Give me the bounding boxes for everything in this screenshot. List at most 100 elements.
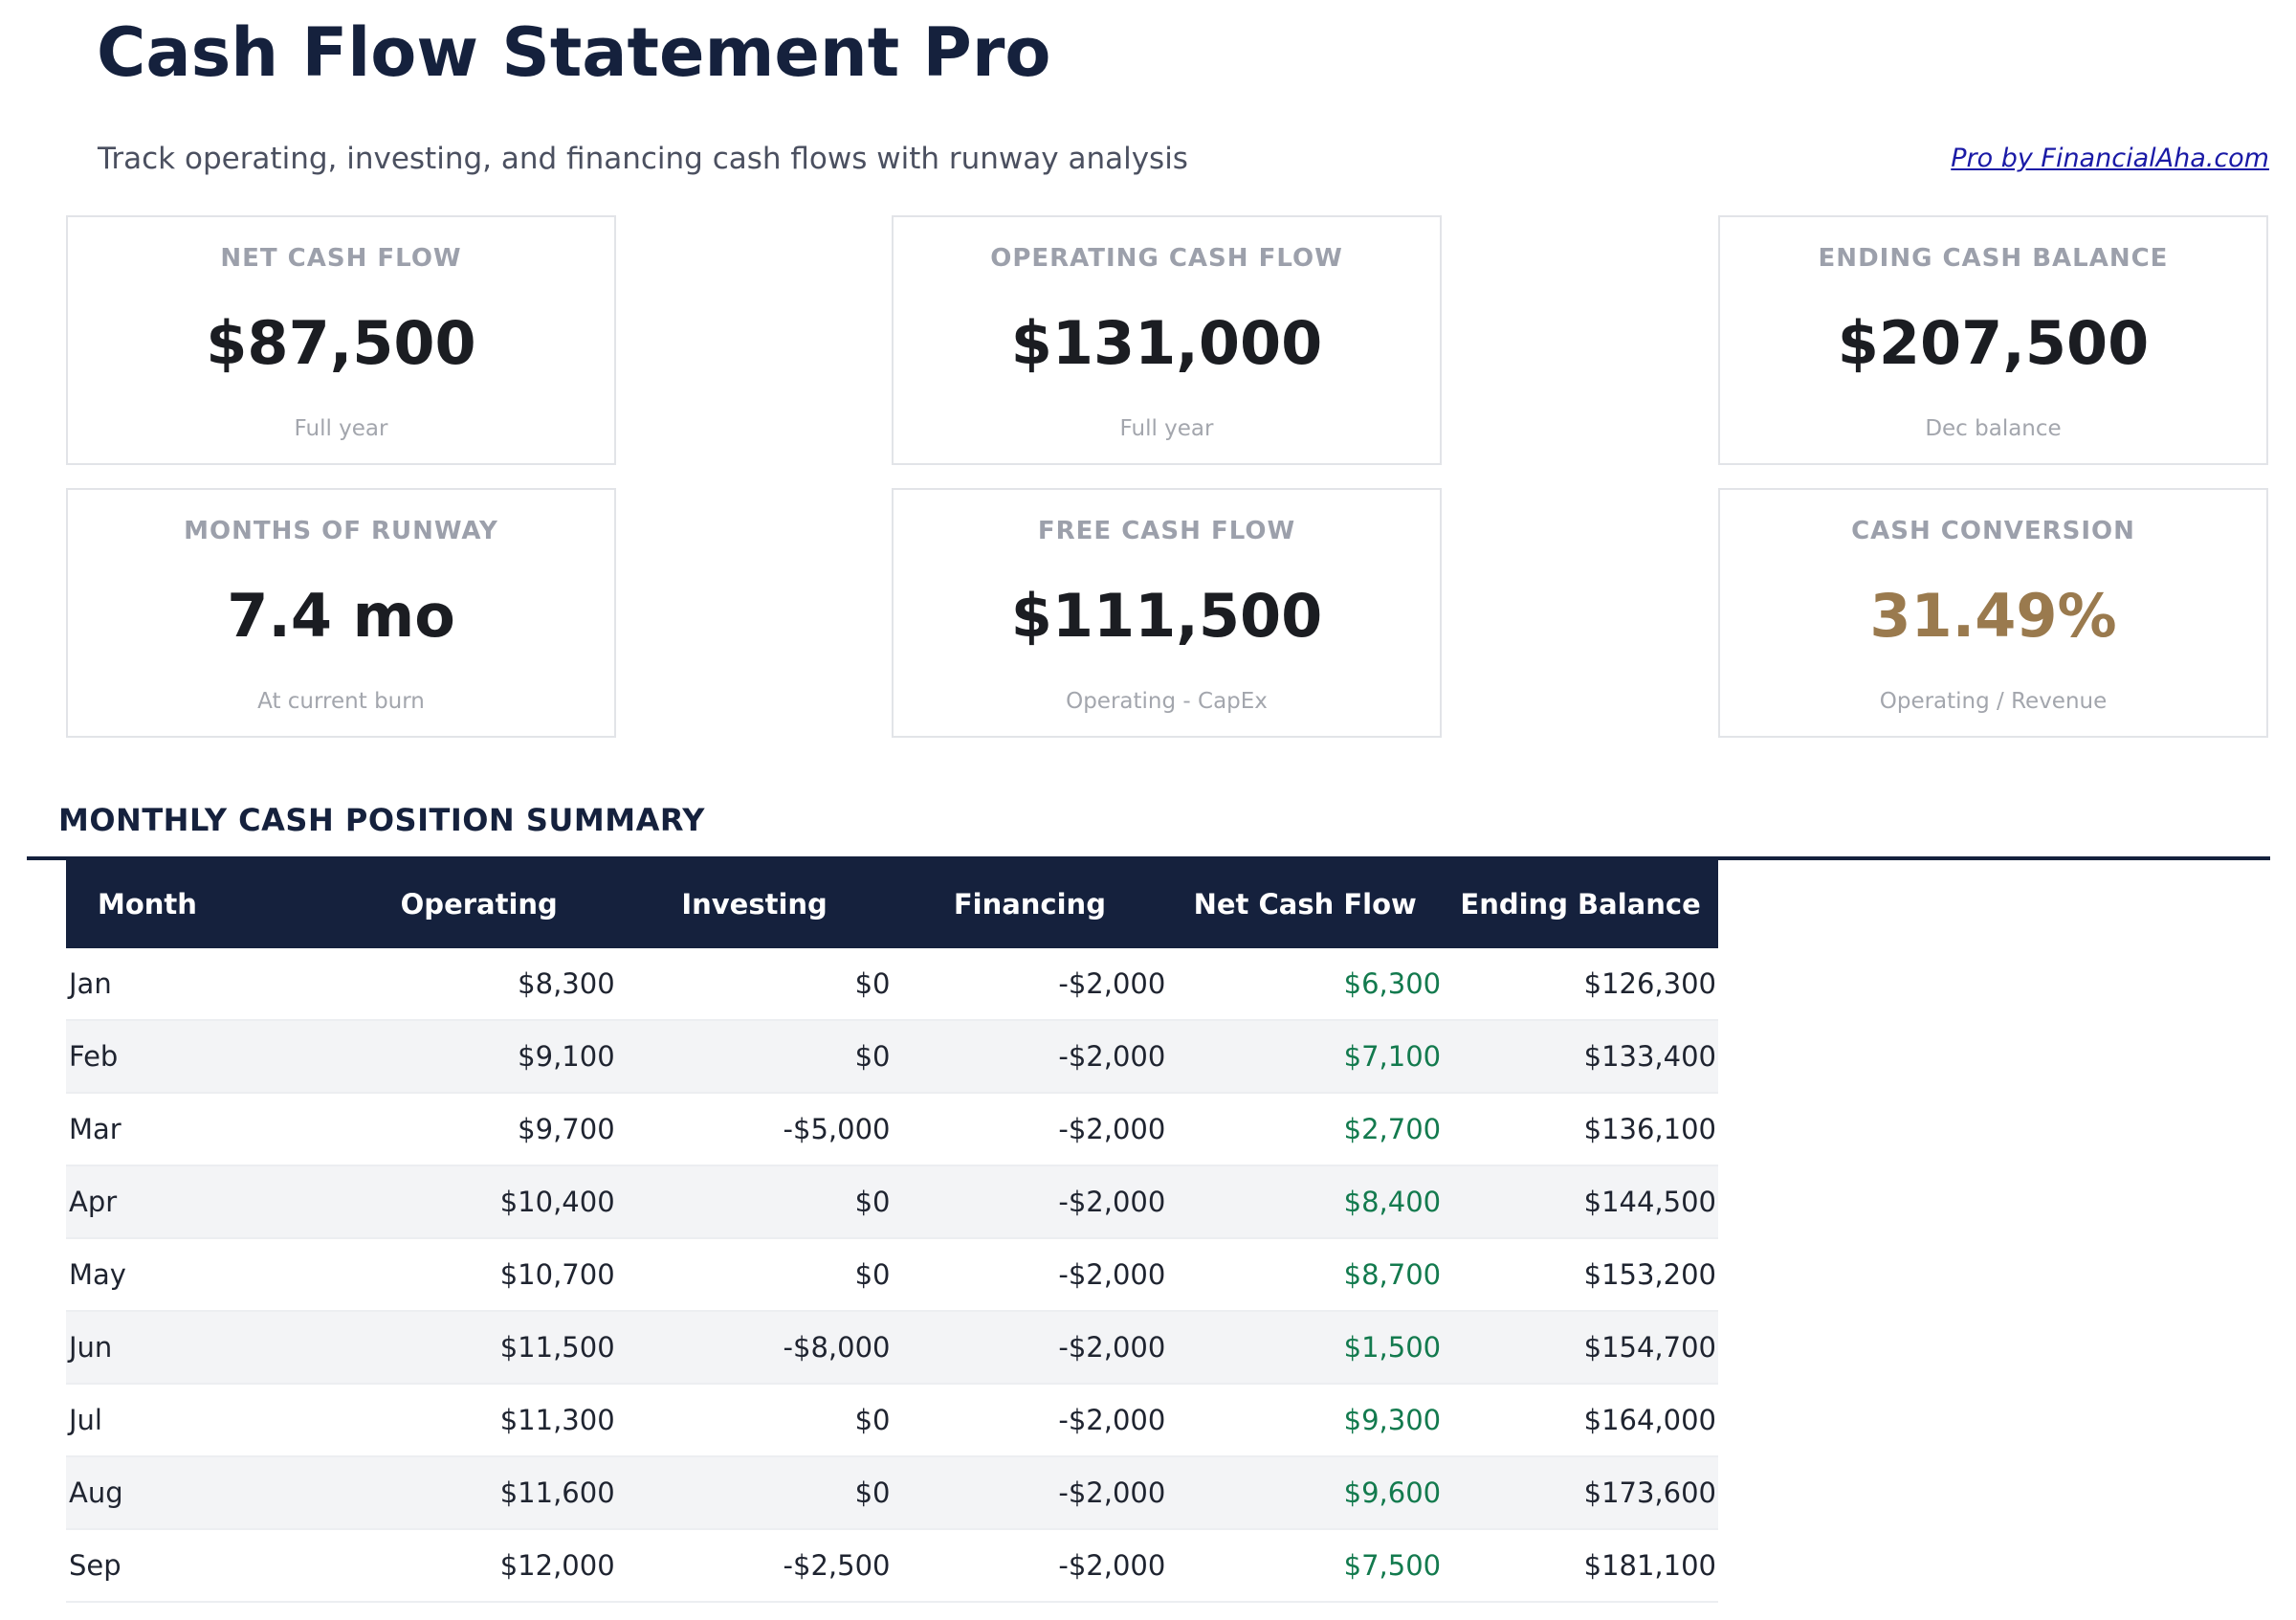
kpi-card-free-cash-flow: FREE CASH FLOW $111,500 Operating - CapE… xyxy=(892,488,1442,738)
table-row: Aug $11,600 $0 -$2,000 $9,600 $173,600 xyxy=(66,1456,1718,1530)
cell-operating: $11,600 xyxy=(341,1456,617,1530)
cell-net-cash-flow: $8,700 xyxy=(1167,1238,1444,1312)
cell-operating: $9,700 xyxy=(341,1093,617,1166)
cell-investing: -$5,000 xyxy=(616,1093,893,1166)
kpi-label: ENDING CASH BALANCE xyxy=(1818,244,2169,273)
kpi-label: MONTHS OF RUNWAY xyxy=(184,517,498,545)
kpi-card-months-of-runway: MONTHS OF RUNWAY 7.4 mo At current burn xyxy=(66,488,616,738)
column-header-operating: Operating xyxy=(400,888,558,921)
page-title: Cash Flow Statement Pro xyxy=(97,13,1051,92)
column-header-investing: Investing xyxy=(681,888,828,921)
cell-operating: $9,100 xyxy=(341,1020,617,1094)
kpi-label: FREE CASH FLOW xyxy=(1037,517,1296,545)
section-title: MONTHLY CASH POSITION SUMMARY xyxy=(58,802,705,838)
cell-investing: $0 xyxy=(616,1456,893,1530)
table-row: Jan $8,300 $0 -$2,000 $6,300 $126,300 xyxy=(66,948,1718,1021)
column-header-ending-balance: Ending Balance xyxy=(1460,888,1701,921)
cell-ending-balance: $136,100 xyxy=(1443,1093,1718,1166)
kpi-value: $111,500 xyxy=(1010,581,1323,651)
kpi-subtext: Full year xyxy=(294,416,388,441)
cell-month: Jun xyxy=(66,1311,342,1385)
cell-operating: $10,400 xyxy=(341,1165,617,1239)
cell-financing: -$2,000 xyxy=(892,1456,1168,1530)
kpi-label: CASH CONVERSION xyxy=(1851,517,2135,545)
kpi-label: NET CASH FLOW xyxy=(220,244,462,273)
kpi-subtext: At current burn xyxy=(257,689,425,714)
cell-ending-balance: $133,400 xyxy=(1443,1020,1718,1094)
table-row: Mar $9,700 -$5,000 -$2,000 $2,700 $136,100 xyxy=(66,1093,1718,1166)
table-row: Feb $9,100 $0 -$2,000 $7,100 $133,400 xyxy=(66,1020,1718,1094)
kpi-card-operating-cash-flow: OPERATING CASH FLOW $131,000 Full year xyxy=(892,215,1442,465)
column-header-month: Month xyxy=(98,888,197,921)
kpi-value: 31.49% xyxy=(1869,581,2117,651)
cell-net-cash-flow: $2,700 xyxy=(1167,1093,1444,1166)
kpi-label: OPERATING CASH FLOW xyxy=(990,244,1343,273)
cell-financing: -$2,000 xyxy=(892,1238,1168,1312)
cell-operating: $8,300 xyxy=(341,948,617,1021)
cell-month: Jul xyxy=(66,1384,342,1457)
cell-month: Mar xyxy=(66,1093,342,1166)
kpi-value: $207,500 xyxy=(1837,308,2150,378)
table-header-row: Month Operating Investing Financing Net … xyxy=(66,860,1718,948)
table-row: Apr $10,400 $0 -$2,000 $8,400 $144,500 xyxy=(66,1165,1718,1239)
cell-month: Sep xyxy=(66,1529,342,1603)
section-divider xyxy=(27,856,2270,860)
cell-month: Aug xyxy=(66,1456,342,1530)
pro-link[interactable]: Pro by FinancialAha.com xyxy=(1951,144,2269,173)
cell-operating: $10,700 xyxy=(341,1238,617,1312)
cell-net-cash-flow: $7,100 xyxy=(1167,1020,1444,1094)
cell-net-cash-flow: $1,500 xyxy=(1167,1311,1444,1385)
kpi-subtext: Operating - CapEx xyxy=(1066,689,1268,714)
cell-ending-balance: $173,600 xyxy=(1443,1456,1718,1530)
kpi-card-net-cash-flow: NET CASH FLOW $87,500 Full year xyxy=(66,215,616,465)
cell-investing: $0 xyxy=(616,1165,893,1239)
monthly-summary-table: Month Operating Investing Financing Net … xyxy=(66,860,1718,1603)
cell-ending-balance: $181,100 xyxy=(1443,1529,1718,1603)
cell-financing: -$2,000 xyxy=(892,948,1168,1021)
cell-operating: $11,500 xyxy=(341,1311,617,1385)
cell-investing: $0 xyxy=(616,1238,893,1312)
kpi-card-cash-conversion: CASH CONVERSION 31.49% Operating / Reven… xyxy=(1718,488,2268,738)
cell-month: Feb xyxy=(66,1020,342,1094)
kpi-value: $131,000 xyxy=(1010,308,1323,378)
table-row: May $10,700 $0 -$2,000 $8,700 $153,200 xyxy=(66,1238,1718,1312)
cell-investing: $0 xyxy=(616,1020,893,1094)
table-row: Jul $11,300 $0 -$2,000 $9,300 $164,000 xyxy=(66,1384,1718,1457)
table-row: Jun $11,500 -$8,000 -$2,000 $1,500 $154,700 xyxy=(66,1311,1718,1385)
cell-ending-balance: $154,700 xyxy=(1443,1311,1718,1385)
cell-ending-balance: $153,200 xyxy=(1443,1238,1718,1312)
cell-net-cash-flow: $9,600 xyxy=(1167,1456,1444,1530)
cell-financing: -$2,000 xyxy=(892,1529,1168,1603)
column-header-net-cash-flow: Net Cash Flow xyxy=(1193,888,1417,921)
cell-net-cash-flow: $6,300 xyxy=(1167,948,1444,1021)
cell-investing: $0 xyxy=(616,1384,893,1457)
cell-net-cash-flow: $7,500 xyxy=(1167,1529,1444,1603)
cell-financing: -$2,000 xyxy=(892,1165,1168,1239)
cell-net-cash-flow: $8,400 xyxy=(1167,1165,1444,1239)
cell-operating: $11,300 xyxy=(341,1384,617,1457)
cell-ending-balance: $126,300 xyxy=(1443,948,1718,1021)
cell-financing: -$2,000 xyxy=(892,1384,1168,1457)
cell-financing: -$2,000 xyxy=(892,1093,1168,1166)
cell-ending-balance: $164,000 xyxy=(1443,1384,1718,1457)
kpi-card-ending-cash-balance: ENDING CASH BALANCE $207,500 Dec balance xyxy=(1718,215,2268,465)
cell-investing: -$8,000 xyxy=(616,1311,893,1385)
kpi-subtext: Full year xyxy=(1119,416,1214,441)
kpi-subtext: Operating / Revenue xyxy=(1879,689,2108,714)
column-header-financing: Financing xyxy=(953,888,1106,921)
cell-ending-balance: $144,500 xyxy=(1443,1165,1718,1239)
cell-investing: -$2,500 xyxy=(616,1529,893,1603)
cell-month: Apr xyxy=(66,1165,342,1239)
cell-investing: $0 xyxy=(616,948,893,1021)
kpi-subtext: Dec balance xyxy=(1925,416,2062,441)
cell-financing: -$2,000 xyxy=(892,1311,1168,1385)
cell-financing: -$2,000 xyxy=(892,1020,1168,1094)
table-row: Sep $12,000 -$2,500 -$2,000 $7,500 $181,100 xyxy=(66,1529,1718,1603)
cell-net-cash-flow: $9,300 xyxy=(1167,1384,1444,1457)
kpi-value: 7.4 mo xyxy=(227,581,455,651)
cell-operating: $12,000 xyxy=(341,1529,617,1603)
cell-month: Jan xyxy=(66,948,342,1021)
cell-month: May xyxy=(66,1238,342,1312)
page-subtitle: Track operating, investing, and financin… xyxy=(98,142,1188,176)
kpi-value: $87,500 xyxy=(206,308,476,378)
